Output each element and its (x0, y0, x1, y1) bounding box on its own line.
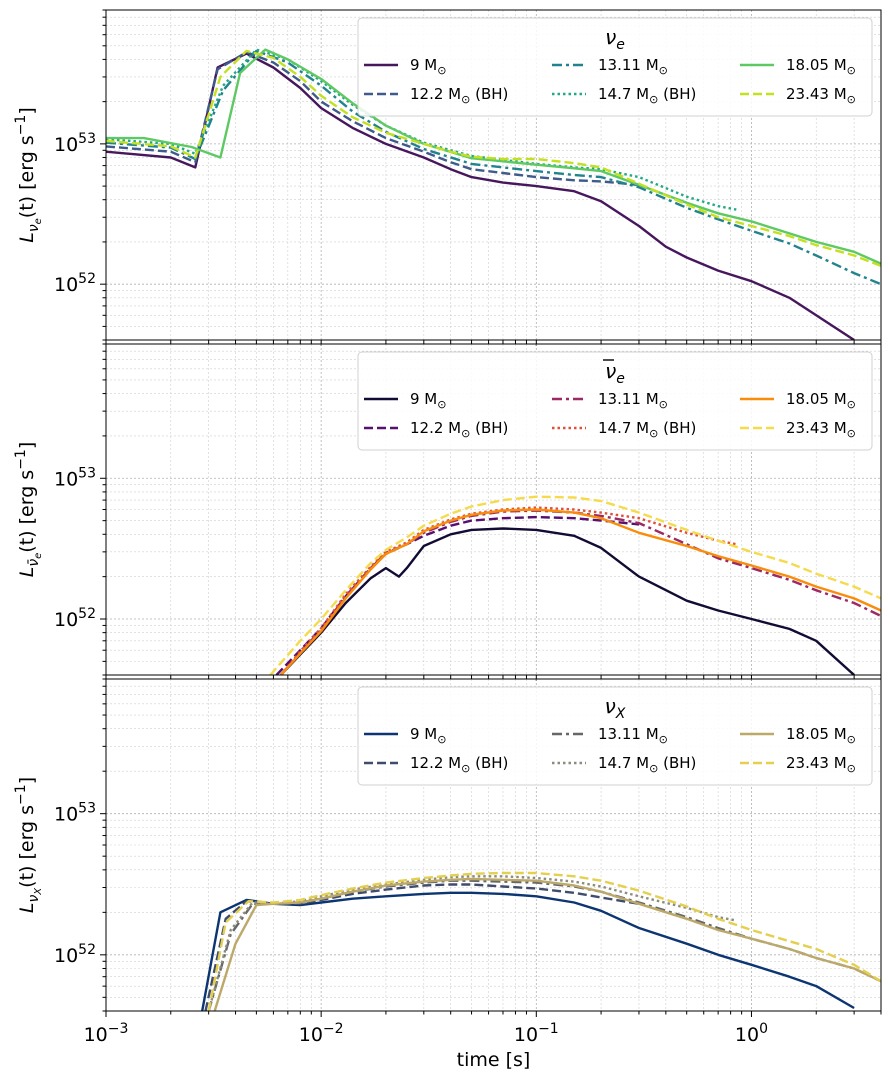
legend-title: νX (605, 694, 626, 722)
legend-label-5: 18.05 M⊙ (786, 390, 856, 411)
x-tick-label: 10−1 (514, 1021, 559, 1046)
legend-label-5: 18.05 M⊙ (786, 725, 856, 746)
y-tick-label: 1052 (54, 606, 96, 631)
y-tick-label: 1052 (54, 942, 96, 967)
series-line-1 (201, 891, 855, 1011)
legend-bottom: νX 9 M⊙ 12.2 M⊙ (BH) 13.11 M⊙ 14.7 M⊙ (BH) 18… (357, 686, 873, 786)
legend-label-4: 14.7 M⊙ (BH) (598, 754, 696, 775)
series-line-6 (106, 49, 881, 268)
legend-label-3: 13.11 M⊙ (598, 56, 668, 77)
legend-box (357, 17, 873, 117)
series-group-bottom (201, 871, 881, 1011)
series-line-5 (280, 508, 881, 675)
series-line-3 (106, 49, 881, 286)
x-tick-label: 10−3 (84, 1021, 129, 1046)
legend-label-2: 12.2 M⊙ (BH) (410, 754, 508, 775)
legend-box (357, 351, 873, 451)
legend-box (357, 686, 873, 786)
series-group-top (106, 48, 881, 340)
legend-label-1: 9 M⊙ (410, 390, 446, 411)
series-group-middle (269, 495, 881, 675)
legend-title: νe (605, 25, 625, 53)
legend-top: νe 9 M⊙ 12.2 M⊙ (BH) 13.11 M⊙ 14.7 M⊙ (BH) 18… (357, 17, 873, 117)
y-axis-label: Lνe(t) [erg s−1] (13, 107, 44, 243)
legend-middle: νe 9 M⊙ 12.2 M⊙ (BH) 13.11 M⊙ 14.7 M⊙ (BH) 18… (357, 351, 873, 451)
series-line-5 (106, 48, 881, 265)
legend-label-3: 13.11 M⊙ (598, 390, 668, 411)
series-line-2 (275, 515, 640, 675)
legend-label-4: 14.7 M⊙ (BH) (598, 85, 696, 106)
y-tick-label: 1053 (54, 801, 96, 826)
y-axis-label: LνX(t) [erg s−1] (13, 777, 44, 913)
legend-label-2: 12.2 M⊙ (BH) (410, 85, 508, 106)
y-tick-label: 1053 (54, 465, 96, 490)
legend-label-4: 14.7 M⊙ (BH) (598, 419, 696, 440)
series-line-2 (106, 51, 640, 187)
legend-label-3: 13.11 M⊙ (598, 725, 668, 746)
legend-label-6: 23.43 M⊙ (786, 85, 856, 106)
x-tick-label: 100 (735, 1021, 768, 1046)
series-line-5 (213, 877, 881, 1011)
panel-middle: 1052 1053 Lν̄e(t) [erg s−1] νe 9 M⊙ 12.2 M⊙ (… (13, 343, 882, 681)
series-line-6 (269, 495, 881, 675)
panel-bottom: 1052 1053 10−3 10−2 10−1 100 time [s] LνX(t) [e… (13, 678, 882, 1071)
series-line-1 (280, 527, 855, 675)
legend-label-1: 9 M⊙ (410, 56, 446, 77)
legend-label-6: 23.43 M⊙ (786, 754, 856, 775)
legend-label-2: 12.2 M⊙ (BH) (410, 419, 508, 440)
series-line-1 (106, 52, 855, 340)
x-tick-label: 10−2 (299, 1021, 344, 1046)
series-line-6 (207, 871, 881, 1011)
y-tick-label: 1053 (54, 131, 96, 156)
y-tick-label: 1052 (54, 271, 96, 296)
panel-top: 1052 1053 Lνe(t) [erg s−1] νe 9 M⊙ 12.2 M⊙ (B… (13, 9, 882, 346)
y-axis-label: Lν̄e(t) [erg s−1] (13, 442, 44, 578)
legend-label-6: 23.43 M⊙ (786, 419, 856, 440)
legend-label-1: 9 M⊙ (410, 725, 446, 746)
legend-title: νe (605, 359, 625, 387)
legend-label-5: 18.05 M⊙ (786, 56, 856, 77)
x-axis-label: time [s] (457, 1049, 531, 1071)
